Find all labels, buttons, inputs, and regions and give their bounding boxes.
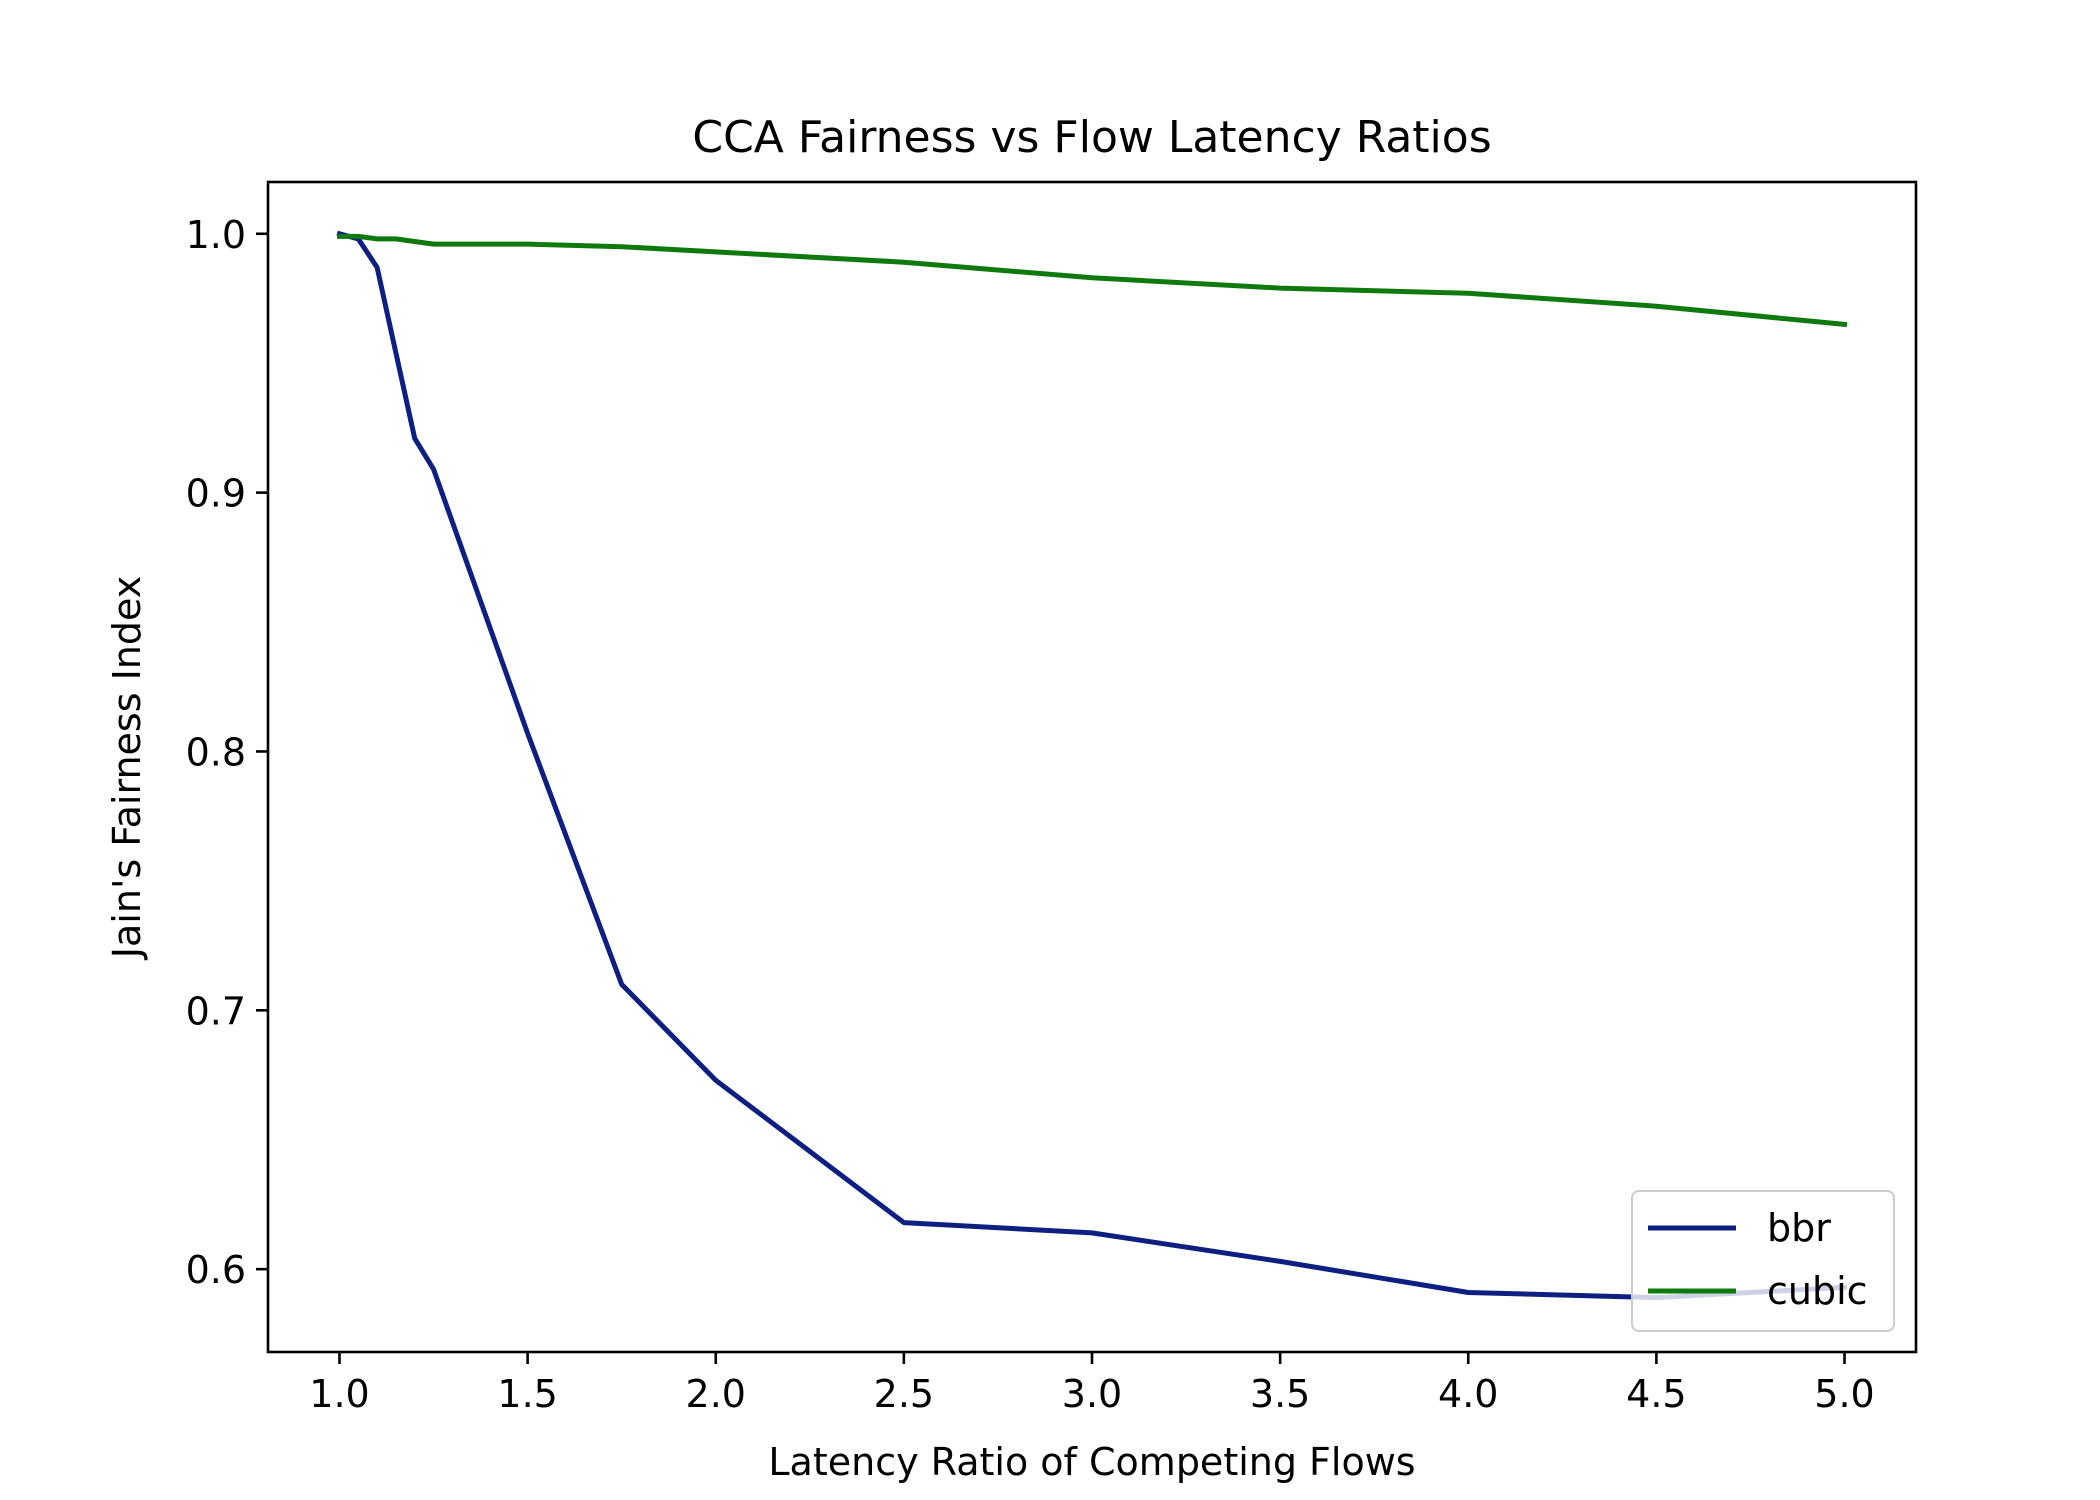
y-tick-label: 1.0 bbox=[186, 213, 246, 257]
series-layer bbox=[336, 230, 1848, 1301]
y-tick-label: 0.7 bbox=[186, 989, 246, 1033]
x-tick-label: 4.5 bbox=[1626, 1372, 1686, 1416]
x-tick-label: 1.0 bbox=[309, 1372, 369, 1416]
legend-label-bbr: bbr bbox=[1767, 1206, 1831, 1250]
y-axis-label: Jain's Fairness Index bbox=[105, 576, 149, 960]
x-axis-label: Latency Ratio of Competing Flows bbox=[768, 1440, 1415, 1484]
x-tick-label: 5.0 bbox=[1814, 1372, 1874, 1416]
chart-title: CCA Fairness vs Flow Latency Ratios bbox=[692, 112, 1491, 163]
y-tick-label: 0.9 bbox=[186, 472, 246, 516]
x-tick-label: 2.5 bbox=[874, 1372, 934, 1416]
legend: bbr cubic bbox=[1631, 1190, 1895, 1332]
x-tick-label: 4.0 bbox=[1438, 1372, 1498, 1416]
x-tick-label: 1.5 bbox=[497, 1372, 557, 1416]
legend-label-cubic: cubic bbox=[1767, 1269, 1868, 1313]
x-tick-label: 3.5 bbox=[1250, 1372, 1310, 1416]
series-line-cubic bbox=[337, 233, 1848, 328]
x-tick-label: 3.0 bbox=[1062, 1372, 1122, 1416]
x-axis-ticks: 1.0 1.5 2.0 2.5 3.0 3.5 4.0 4.5 5.0 bbox=[309, 1352, 1875, 1416]
y-tick-label: 0.6 bbox=[186, 1248, 246, 1292]
series-line-bbr bbox=[336, 230, 1848, 1301]
y-axis-ticks: 0.6 0.7 0.8 0.9 1.0 bbox=[186, 213, 268, 1292]
y-tick-label: 0.8 bbox=[186, 730, 246, 774]
x-tick-label: 2.0 bbox=[686, 1372, 746, 1416]
